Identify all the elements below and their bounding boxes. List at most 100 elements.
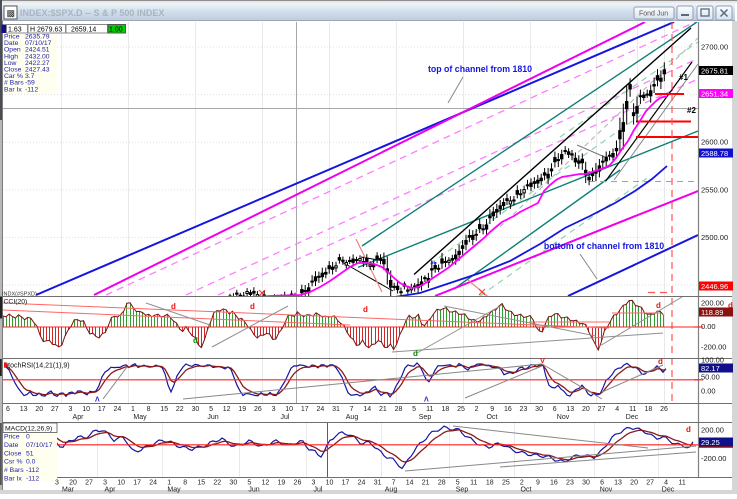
- svg-text:# Bars: # Bars: [4, 467, 24, 474]
- svg-text:d: d: [728, 301, 733, 310]
- svg-text:11: 11: [426, 406, 433, 413]
- svg-text:9: 9: [490, 406, 494, 413]
- svg-text:31: 31: [374, 480, 382, 487]
- svg-text:▶▶: ▶▶: [431, 260, 438, 265]
- svg-text:12: 12: [223, 406, 231, 413]
- svg-text:22: 22: [213, 480, 221, 487]
- svg-text:31: 31: [332, 406, 340, 413]
- svg-text:High: High: [4, 53, 18, 60]
- svg-text:82.17: 82.17: [701, 364, 720, 373]
- svg-text:3: 3: [272, 406, 276, 413]
- svg-text:200.00: 200.00: [701, 299, 724, 308]
- svg-text:2: 2: [475, 406, 479, 413]
- svg-text:30: 30: [192, 406, 200, 413]
- svg-text:Csr %: Csr %: [4, 459, 23, 466]
- svg-text:▩: ▩: [7, 8, 16, 18]
- svg-text:Aug: Aug: [346, 414, 359, 421]
- svg-text:2424.51: 2424.51: [25, 47, 50, 54]
- svg-text:51: 51: [26, 450, 34, 457]
- svg-text:19: 19: [278, 480, 286, 487]
- svg-text:3: 3: [69, 406, 73, 413]
- svg-text:d: d: [363, 305, 368, 314]
- svg-text:1.63: 1.63: [8, 27, 22, 34]
- svg-text:Dec: Dec: [662, 487, 675, 494]
- svg-text:INDEX:$SPX.D -- S & P 500 INDE: INDEX:$SPX.D -- S & P 500 INDEX: [20, 8, 164, 18]
- svg-text:29.25: 29.25: [701, 438, 720, 447]
- svg-text:2422.27: 2422.27: [25, 60, 50, 67]
- svg-text:2432.00: 2432.00: [25, 53, 50, 60]
- svg-text:3: 3: [312, 480, 316, 487]
- svg-text:Jun: Jun: [207, 414, 218, 421]
- svg-text:-112: -112: [26, 476, 39, 483]
- svg-text:24: 24: [149, 480, 157, 487]
- svg-text:11: 11: [470, 480, 477, 487]
- svg-text:26: 26: [294, 480, 302, 487]
- svg-text:8: 8: [183, 480, 187, 487]
- svg-text:21: 21: [422, 480, 430, 487]
- svg-text:23: 23: [566, 480, 574, 487]
- svg-text:d: d: [413, 349, 418, 358]
- svg-text:7: 7: [350, 406, 354, 413]
- svg-text:7: 7: [392, 480, 396, 487]
- svg-text:CCI(20): CCI(20): [4, 299, 28, 306]
- svg-text:15: 15: [160, 406, 168, 413]
- svg-text:1: 1: [131, 406, 135, 413]
- svg-text:#2: #2: [687, 106, 696, 115]
- svg-text:Date: Date: [4, 442, 19, 449]
- svg-text:27: 27: [85, 480, 93, 487]
- svg-text:13: 13: [566, 406, 574, 413]
- svg-text:200.00: 200.00: [701, 426, 724, 435]
- svg-text:6: 6: [553, 406, 557, 413]
- svg-text:# Bars: # Bars: [4, 80, 24, 87]
- svg-text:12: 12: [261, 480, 269, 487]
- svg-text:Nov: Nov: [600, 487, 613, 494]
- svg-text:Dec: Dec: [626, 414, 639, 421]
- svg-text:6: 6: [6, 406, 10, 413]
- svg-text:9: 9: [536, 480, 540, 487]
- svg-text:INDX(#SPXD): INDX(#SPXD): [2, 292, 37, 298]
- svg-text:24: 24: [358, 480, 366, 487]
- svg-text:3.7: 3.7: [25, 73, 35, 80]
- svg-text:2550.00: 2550.00: [701, 185, 728, 194]
- svg-text:Date: Date: [4, 40, 19, 47]
- svg-text:25: 25: [457, 406, 465, 413]
- svg-text:d: d: [658, 357, 663, 366]
- svg-text:Close: Close: [4, 67, 22, 74]
- svg-text:21: 21: [379, 406, 387, 413]
- svg-text:5: 5: [456, 480, 460, 487]
- svg-text:d: d: [656, 301, 661, 310]
- svg-text:17: 17: [301, 406, 309, 413]
- svg-text:17: 17: [98, 406, 106, 413]
- svg-text:-200.00: -200.00: [701, 343, 726, 352]
- svg-text:30: 30: [229, 480, 237, 487]
- svg-text:5: 5: [247, 480, 251, 487]
- svg-text:May: May: [133, 414, 147, 421]
- svg-text:-200.00: -200.00: [701, 454, 726, 463]
- svg-text:2675.81: 2675.81: [701, 66, 728, 75]
- svg-text:-112: -112: [26, 467, 39, 474]
- svg-text:Sep: Sep: [419, 414, 432, 421]
- svg-text:13: 13: [20, 406, 28, 413]
- svg-text:Oct: Oct: [521, 487, 532, 494]
- svg-text:23: 23: [520, 406, 528, 413]
- svg-text:2700.00: 2700.00: [701, 43, 728, 52]
- svg-text:10: 10: [82, 406, 90, 413]
- svg-text:0.00: 0.00: [701, 387, 716, 396]
- svg-text:d: d: [171, 302, 176, 311]
- svg-text:Nov: Nov: [557, 414, 570, 421]
- svg-text:19: 19: [238, 406, 246, 413]
- svg-text:Bar Ix: Bar Ix: [4, 476, 22, 483]
- svg-text:-59: -59: [25, 80, 35, 87]
- svg-text:-112: -112: [25, 86, 38, 93]
- svg-text:H 2679.63: H 2679.63: [30, 27, 62, 34]
- svg-text:20: 20: [69, 480, 77, 487]
- svg-text:07/10/17: 07/10/17: [25, 40, 52, 47]
- svg-text:18: 18: [441, 406, 449, 413]
- svg-text:14: 14: [406, 480, 414, 487]
- svg-text:27: 27: [646, 480, 654, 487]
- svg-text:3: 3: [55, 480, 59, 487]
- svg-text:Apr: Apr: [105, 487, 117, 494]
- svg-text:#1: #1: [679, 73, 688, 82]
- svg-text:Price: Price: [4, 434, 20, 441]
- svg-text:13: 13: [614, 480, 622, 487]
